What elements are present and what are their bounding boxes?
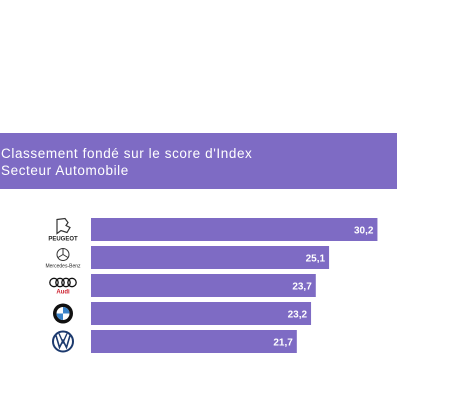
bar-audi — [91, 274, 316, 297]
peugeot-logo-text: PEUGEOT — [48, 237, 78, 243]
bar-value-label: 23,7 — [292, 282, 312, 293]
bar-value-label: 30,2 — [354, 226, 374, 237]
bar-volkswagen — [91, 330, 297, 353]
bar-value-label: 21,7 — [273, 338, 293, 349]
peugeot-logo-icon: PEUGEOT — [48, 217, 78, 243]
bmw-logo-icon — [53, 303, 73, 324]
bar-value-label: 23,2 — [288, 310, 308, 321]
bar-bmw — [91, 302, 312, 325]
bar-value-label: 25,1 — [306, 254, 326, 265]
mercedes-benz-logo-icon: Mercedes-Benz — [45, 248, 81, 270]
audi-logo-icon: Audi — [49, 277, 77, 296]
audi-logo-text: Audi — [56, 290, 70, 296]
bar-mercedes-benz — [91, 246, 330, 269]
chart-title-line2: Secteur Automobile — [1, 163, 129, 178]
bar-peugeot — [91, 218, 378, 241]
volkswagen-logo-icon — [52, 330, 74, 353]
chart-title-banner: Classement fondé sur le score d'Index Se… — [0, 133, 397, 189]
mercedes-logo-text: Mercedes-Benz — [45, 264, 81, 270]
chart-title-line1: Classement fondé sur le score d'Index — [1, 146, 253, 161]
